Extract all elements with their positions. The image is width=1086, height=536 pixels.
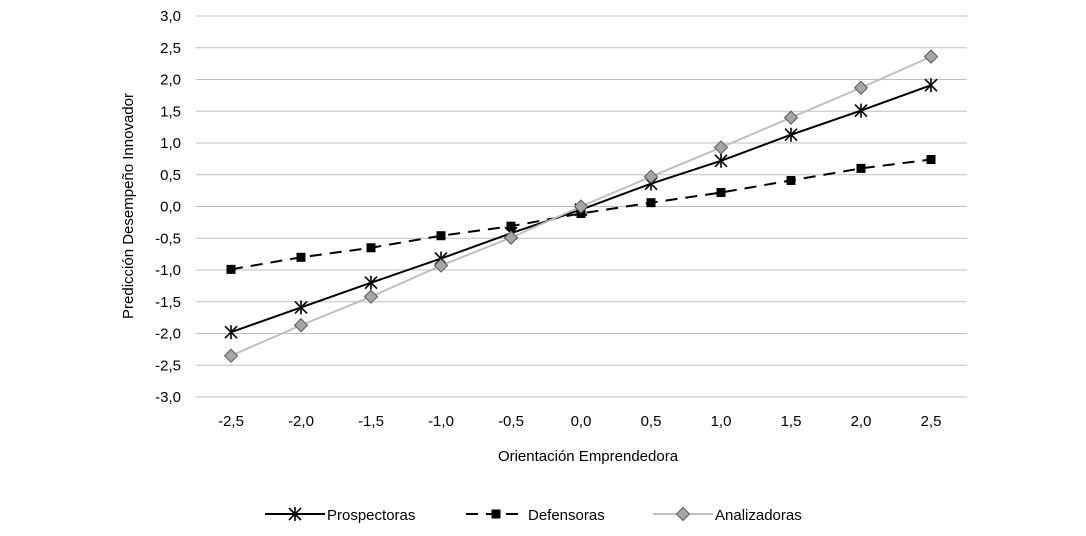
y-tick-label: -2,5 — [155, 357, 181, 374]
defensoras-marker — [716, 188, 726, 198]
analizadoras-marker — [223, 348, 239, 363]
prospectoras-marker — [224, 325, 238, 340]
defensoras-marker — [436, 231, 446, 241]
legend: Prospectoras Defensoras Analizadoras — [265, 506, 802, 524]
legend-label: Analizadoras — [715, 507, 802, 524]
y-tick-label: 1,5 — [160, 103, 181, 120]
analizadoras-marker — [643, 169, 659, 184]
x-tick-label: 1,5 — [781, 413, 802, 430]
x-tick-labels: -2,5 -2,0 -1,5 -1,0 -0,5 0,0 0,5 1,0 1,5 2,0 2,5 — [218, 413, 941, 430]
y-tick-label: 1,0 — [160, 135, 181, 152]
legend-item-prospectoras: Prospectoras — [265, 507, 415, 524]
y-tick-label: -1,5 — [155, 294, 181, 311]
prospectoras-marker — [854, 103, 868, 118]
prospectoras-marker — [924, 78, 938, 93]
prospectoras-marker — [784, 127, 798, 142]
x-tick-label: 1,0 — [711, 413, 732, 430]
defensoras-marker — [856, 163, 866, 173]
defensoras-line — [230, 158, 932, 271]
y-tick-label: -1,0 — [155, 262, 181, 279]
prospectoras-marker — [294, 300, 308, 315]
x-tick-label: 0,0 — [571, 413, 592, 430]
gridlines — [196, 15, 967, 398]
analizadoras-marker — [923, 49, 939, 64]
legend-item-defensoras: Defensoras — [466, 507, 605, 524]
x-tick-label: -1,0 — [428, 413, 454, 430]
x-tick-label: 2,0 — [851, 413, 872, 430]
x-tick-label: -2,5 — [218, 413, 244, 430]
defensoras-marker — [296, 252, 306, 262]
defensoras-marker — [646, 198, 656, 208]
defensoras-marker — [226, 264, 236, 274]
x-tick-label: 0,5 — [641, 413, 662, 430]
analizadoras-marker — [363, 289, 379, 304]
y-tick-label: -0,5 — [155, 230, 181, 247]
defensoras-marker — [366, 243, 376, 253]
legend-item-analizadoras: Analizadoras — [653, 506, 802, 524]
y-tick-label: 2,0 — [160, 72, 181, 89]
defensoras-marker — [491, 509, 501, 519]
y-tick-label: -3,0 — [155, 389, 181, 406]
y-tick-label: -2,0 — [155, 326, 181, 343]
legend-label: Prospectoras — [327, 507, 415, 524]
x-axis-title: Orientación Emprendedora — [498, 448, 679, 465]
x-tick-label: -0,5 — [498, 413, 524, 430]
analizadoras-marker — [573, 199, 589, 214]
prospectoras-marker — [288, 507, 302, 521]
legend-label: Defensoras — [528, 507, 605, 524]
prospectoras-marker — [714, 153, 728, 168]
y-tick-label: 0,5 — [160, 167, 181, 184]
x-tick-label: 2,5 — [921, 413, 942, 430]
y-tick-label: 0,0 — [160, 199, 181, 216]
analizadoras-marker — [783, 110, 799, 125]
analizadoras-marker — [675, 506, 691, 522]
series-group — [223, 49, 939, 363]
y-tick-labels: 3,0 2,5 2,0 1,5 1,0 0,5 0,0 -0,5 -1,0 -1,5 -2,0 -2,… — [155, 8, 181, 406]
x-tick-label: -1,5 — [358, 413, 384, 430]
analizadoras-marker — [503, 230, 519, 245]
analizadoras-marker — [713, 140, 729, 155]
defensoras-marker — [786, 175, 796, 185]
y-axis-title: Predicción Desempeño Innovador — [120, 93, 137, 319]
defensoras-marker — [926, 155, 936, 165]
y-tick-label: 3,0 — [160, 8, 181, 25]
prospectoras-marker — [364, 275, 378, 290]
analizadoras-marker — [433, 258, 449, 273]
defensoras-marker — [506, 221, 516, 231]
x-tick-label: -2,0 — [288, 413, 314, 430]
analizadoras-marker — [853, 80, 869, 95]
analizadoras-marker — [293, 318, 309, 333]
y-tick-label: 2,5 — [160, 40, 181, 57]
